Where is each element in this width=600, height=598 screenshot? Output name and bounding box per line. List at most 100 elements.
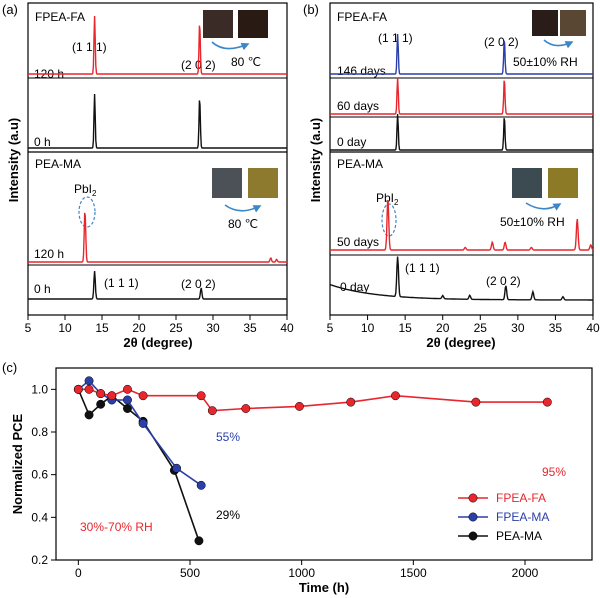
panel-b-x-tick-label: 25	[474, 321, 488, 335]
panel-b-trace-label-bottom-0day: 0 day	[340, 280, 369, 294]
panel-b-frame	[329, 2, 594, 316]
panel-b-bottom-peak-label-111: (1 1 1)	[405, 261, 440, 275]
data-point-fpea-fa	[96, 389, 106, 399]
panel-b-trace-pea-ma-50days	[330, 200, 594, 251]
data-point-fpea-fa	[138, 391, 148, 401]
panel-a-x-axis: 5 10 15 20 25 30 35 40	[25, 315, 294, 335]
panel-a-bottom-curved-arrow	[224, 204, 262, 213]
data-point-pea-ma	[84, 410, 94, 420]
data-point-pea-ma	[194, 536, 204, 546]
panel-c-axes: 0 500 1000 1500 2000 0.2 0.4 0.6 0.8 1.0	[31, 382, 538, 580]
panel-b-trace-pea-ma-0day	[329, 256, 593, 301]
panel-c-x-tick-label: 1000	[288, 566, 315, 580]
panel-c-y-tick-label: 0.2	[31, 553, 48, 567]
data-point-fpea-ma	[84, 376, 94, 386]
panel-a-x-tick-label: 15	[95, 321, 109, 335]
panel-a-trace-pea-ma-0h	[28, 270, 287, 300]
panel-b-x-tick-label: 5	[327, 321, 334, 335]
panel-b-x-tick-label: 15	[398, 321, 412, 335]
panel-b-trace-label-60days: 60 days	[337, 99, 379, 113]
data-point-fpea-fa	[542, 397, 552, 407]
panel-c-legend: FPEA-FA FPEA-MA PEA-MA	[458, 491, 549, 543]
panel-c-end-label-fpea-fa: 95%	[542, 465, 566, 479]
panel-a-x-tick-label: 20	[132, 321, 146, 335]
data-point-fpea-fa	[84, 384, 94, 394]
panel-c-series	[73, 376, 552, 546]
series-line-pea-ma	[77, 388, 200, 542]
panel-b-bottom-title: PEA-MA	[337, 157, 383, 171]
panel-a-bottom-swatch-before	[212, 168, 242, 198]
panel-b-x-tick-label: 10	[361, 321, 375, 335]
panel-a-x-tick-label: 35	[243, 321, 257, 335]
panel-a-frame	[27, 2, 288, 316]
panel-a-y-label: Intensity (a.u)	[6, 118, 21, 203]
data-point-fpea-fa	[107, 391, 117, 401]
panel-c-y-tick-label: 0.8	[31, 425, 48, 439]
legend-label-fpea-ma: FPEA-MA	[496, 510, 549, 524]
panel-b: (b) FPEA-FA 50±10% RH (1 1 1) (2 0 2) 14…	[303, 2, 600, 350]
panel-a-x-label: 2θ (degree)	[123, 335, 192, 350]
panel-a-pbi2-highlight	[78, 196, 96, 228]
panel-b-top-peak-label-202: (2 0 2)	[484, 35, 519, 49]
panel-a-trace-label-bottom-120h: 120 h	[34, 247, 64, 261]
panel-a-top-arrow-label: 80 ℃	[231, 55, 261, 69]
data-point-fpea-ma	[123, 395, 132, 405]
panel-c-x-tick-label: 500	[180, 566, 200, 580]
panel-b-trace-label-146days: 146 days	[337, 64, 386, 78]
data-point-fpea-fa	[73, 384, 83, 394]
panel-b-label: (b)	[303, 2, 319, 17]
panel-a-x-tick-label: 10	[58, 321, 72, 335]
panel-b-top-title: FPEA-FA	[337, 10, 387, 24]
panel-c-y-label: Normalized PCE	[10, 413, 25, 514]
panel-b-bottom-swatch-before	[512, 168, 542, 198]
panel-a-bottom-arrow-label: 80 ℃	[228, 217, 258, 231]
panel-b-x-label: 2θ (degree)	[426, 335, 495, 350]
legend-label-pea-ma: PEA-MA	[496, 529, 542, 543]
panel-a-trace-label-bottom-0h: 0 h	[34, 282, 51, 296]
panel-b-x-tick-label: 30	[511, 321, 525, 335]
panel-c-y-tick-label: 0.6	[31, 468, 48, 482]
panel-b-top-peak-label-111: (1 1 1)	[378, 31, 413, 45]
panel-c-y-tick-label: 0.4	[31, 510, 48, 524]
panel-b-x-tick-label: 35	[549, 321, 563, 335]
panel-b-top-swatch-before	[532, 10, 558, 36]
panel-a-bottom-swatch-after	[248, 168, 278, 198]
panel-a-trace-fpea-fa-120h	[28, 15, 287, 75]
panel-a-trace-pea-ma-120h	[28, 212, 287, 263]
data-point-fpea-fa	[346, 397, 356, 407]
data-point-fpea-fa	[123, 384, 132, 394]
panel-c-end-label-pea-ma: 29%	[216, 508, 240, 522]
panel-a-bottom-peak-label-202: (2 0 2)	[181, 277, 216, 291]
data-point-pea-ma	[96, 399, 106, 409]
panel-c-end-label-fpea-ma: 55%	[216, 430, 240, 444]
panel-b-trace-label-0day: 0 day	[337, 135, 366, 149]
panel-b-x-tick-label: 20	[436, 321, 450, 335]
panel-b-y-label: Intensity (a.u)	[308, 118, 323, 203]
panel-a-top-swatch-after	[238, 10, 268, 38]
panel-b-trace-fpea-fa-146days	[330, 33, 593, 75]
panel-c-label: (c)	[2, 360, 17, 375]
data-point-fpea-ma	[196, 480, 206, 490]
panel-b-trace-fpea-fa-60days	[330, 77, 593, 115]
legend-marker-fpea-ma	[468, 512, 478, 522]
panel-c-x-label: Time (h)	[299, 580, 349, 595]
panel-a-label: (a)	[2, 2, 18, 17]
panel-b-trace-label-50days: 50 days	[337, 235, 379, 249]
data-point-fpea-fa	[391, 391, 400, 401]
panel-a: (a) FPEA-FA 80 ℃ (1 1 1) (2 0 2) 120 h 0…	[2, 2, 294, 350]
panel-b-trace-fpea-fa-0day	[330, 113, 593, 151]
panel-c-y-tick-label: 1.0	[31, 382, 48, 396]
legend-marker-pea-ma	[468, 531, 478, 541]
legend-marker-fpea-fa	[468, 493, 478, 503]
data-point-fpea-fa	[241, 404, 251, 413]
panel-b-top-swatch-after	[560, 10, 586, 36]
data-point-fpea-fa	[471, 397, 481, 407]
panel-c-annotation-rh: 30%-70% RH	[80, 520, 153, 534]
panel-b-top-arrow-label: 50±10% RH	[513, 55, 578, 69]
panel-b-bottom-arrow-label: 50±10% RH	[500, 215, 565, 229]
panel-b-bottom-swatch-after	[548, 168, 578, 198]
panel-a-top-peak-label-111: (1 1 1)	[72, 40, 107, 54]
panel-b-pbi2-highlight	[381, 203, 397, 237]
data-point-fpea-ma	[138, 419, 148, 428]
panel-a-x-tick-label: 25	[169, 321, 183, 335]
